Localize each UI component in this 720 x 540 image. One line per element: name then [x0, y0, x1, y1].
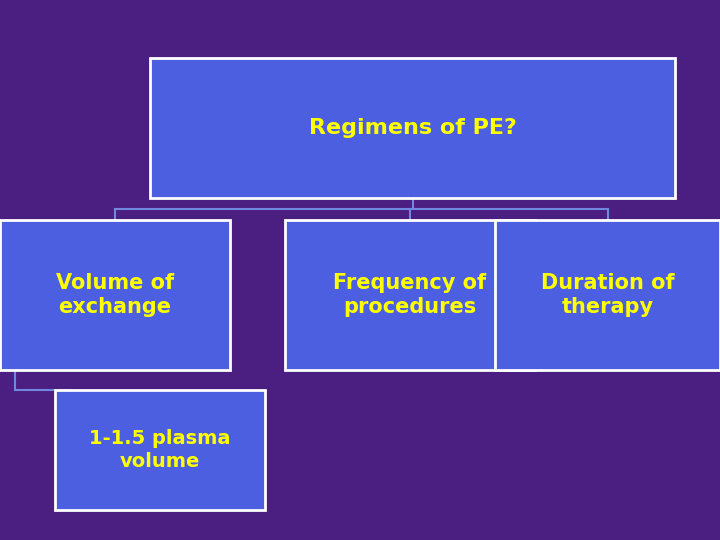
- FancyBboxPatch shape: [285, 220, 535, 370]
- FancyBboxPatch shape: [150, 58, 675, 198]
- Text: Frequency of
procedures: Frequency of procedures: [333, 273, 487, 318]
- Text: Regimens of PE?: Regimens of PE?: [309, 118, 516, 138]
- Text: 1-1.5 plasma
volume: 1-1.5 plasma volume: [89, 429, 230, 471]
- Text: Duration of
therapy: Duration of therapy: [541, 273, 675, 318]
- FancyBboxPatch shape: [55, 390, 265, 510]
- FancyBboxPatch shape: [0, 220, 230, 370]
- FancyBboxPatch shape: [495, 220, 720, 370]
- Text: Volume of
exchange: Volume of exchange: [56, 273, 174, 318]
